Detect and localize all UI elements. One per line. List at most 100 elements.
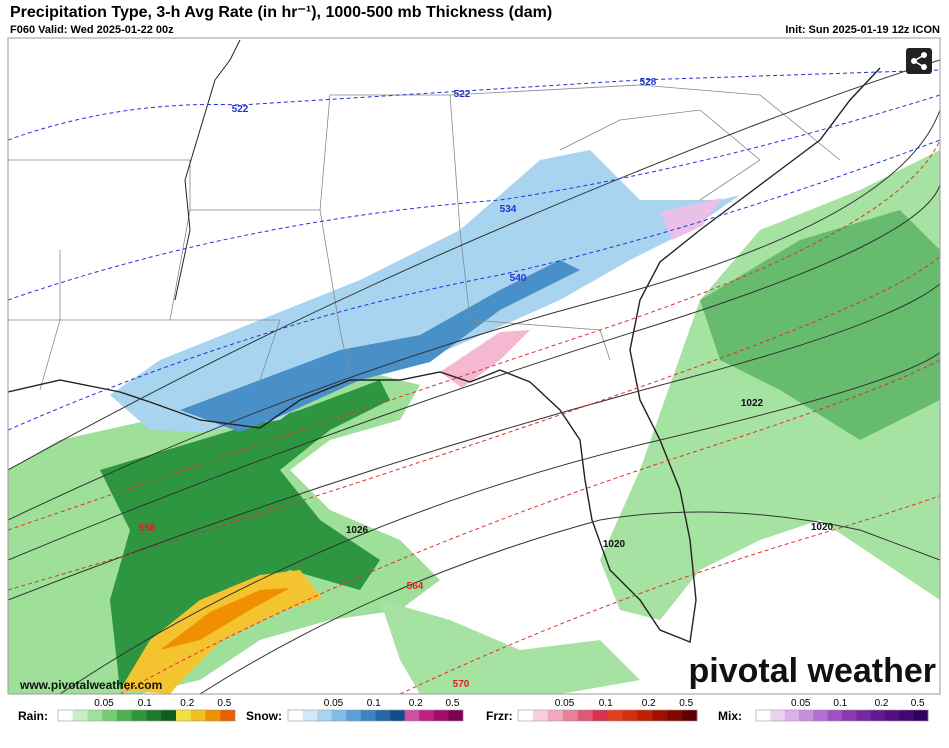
pressure-label: 1020 [811,522,834,533]
legend-swatch [899,710,914,721]
legend-label: Rain: [18,709,48,723]
legend-bar-outline [755,709,929,722]
thickness-label: 564 [407,581,424,592]
legend-swatch [813,710,828,721]
legend-tick-label: 0.1 [599,698,613,709]
rain-area-heavy [700,210,940,440]
legend: Rain: 0.05 0.1 0.2 0.5 Snow: 0.05 0.1 0.2 0.5 Frzr… [18,698,929,723]
legend-swatch [518,710,534,721]
legend-swatch [331,710,347,721]
legend-swatch [72,710,88,721]
legend-swatch [547,710,564,721]
legend-swatch [607,710,623,721]
legend-label: Frzr: [486,709,513,723]
thickness-label: 558 [139,523,156,534]
legend-swatch [220,710,236,721]
pressure-contours [8,59,940,694]
legend-tick-label: 0.05 [791,698,811,709]
legend-swatch [87,710,103,721]
legend-swatch [419,710,435,721]
legend-swatch [146,710,162,721]
legend-swatch [404,710,420,721]
legend-swatch [102,710,118,721]
pressure-label: 1020 [603,539,626,550]
legend-swatch [448,710,464,721]
pressure-label: 1022 [741,398,764,409]
legend-bar-outline [517,709,698,722]
mix-area [660,198,722,240]
legend-swatch [577,710,593,721]
legend-swatch [390,710,405,721]
legend-label: Snow: [246,709,282,723]
legend-swatch [784,710,800,721]
coastline [8,67,881,643]
legend-tick-label: 0.1 [833,698,847,709]
legend-tick-label: 0.2 [180,698,194,709]
legend-swatch [682,710,698,721]
legend-swatch [176,710,192,721]
legend-swatch [885,710,900,721]
legend-swatch [562,710,578,721]
pressure-label: 1026 [346,525,369,536]
legend-bar-outline [57,709,236,722]
thickness-label: 540 [510,273,527,284]
legend-swatch [131,710,147,721]
legend-tick-label: 0.05 [94,698,114,709]
title: Precipitation Type, 3-h Avg Rate (in hr⁻… [10,4,552,21]
legend-tick-label: 0.2 [642,698,656,709]
legend-swatch [637,710,653,721]
legend-tick-label: 0.2 [409,698,423,709]
legend-swatch [913,710,929,721]
legend-tick-label: 0.5 [679,698,693,709]
legend-swatch [190,710,206,721]
legend-tick-label: 0.5 [911,698,925,709]
legend-swatch [622,710,638,721]
snow-area-heavy [180,260,580,432]
rain-area-heavy [100,380,390,690]
legend-swatch [856,710,871,721]
thickness-contours-cold [8,69,940,431]
legend-swatch [756,710,771,721]
legend-swatch [652,710,668,721]
legend-swatch [799,710,814,721]
logo: pivotal weather [688,652,936,690]
legend-tick-label: 0.2 [875,698,889,709]
state-borders [8,84,841,391]
legend-swatch [205,710,221,721]
legend-swatch [592,710,608,721]
legend-swatch [870,710,886,721]
legend-label: Mix: [718,709,742,723]
legend-swatch [302,710,318,721]
legend-tick-label: 0.05 [324,698,344,709]
thickness-label: 534 [500,204,517,215]
thickness-contours-warm [8,139,940,694]
legend-swatch [433,710,449,721]
thickness-label: 522 [454,89,471,100]
rain-area [380,600,640,694]
legend-tick-label: 0.5 [217,698,231,709]
legend-swatch [58,710,74,721]
legend-tick-label: 0.1 [138,698,152,709]
valid-time: F060 Valid: Wed 2025-01-22 00z [10,24,174,36]
legend-swatch [317,710,333,721]
legend-swatch [667,710,683,721]
map: 522 522 528 534 540 558 564 570 1026 102… [7,37,941,695]
legend-swatch [827,710,843,721]
share-button[interactable] [906,48,932,74]
legend-swatch [770,710,785,721]
thickness-label: 528 [640,77,657,88]
legend-swatch [842,710,857,721]
rain-core [160,588,290,650]
legend-tick-label: 0.5 [446,698,460,709]
legend-swatch [288,710,303,721]
legend-swatch [375,710,391,721]
freezing-rain-area [440,330,530,388]
legend-tick-label: 0.05 [555,698,575,709]
legend-tick-label: 0.1 [367,698,381,709]
watermark: www.pivotalweather.com [19,678,162,692]
thickness-label: 522 [232,104,249,115]
legend-swatch [346,710,362,721]
snow-area [110,150,740,432]
legend-swatch [117,710,133,721]
